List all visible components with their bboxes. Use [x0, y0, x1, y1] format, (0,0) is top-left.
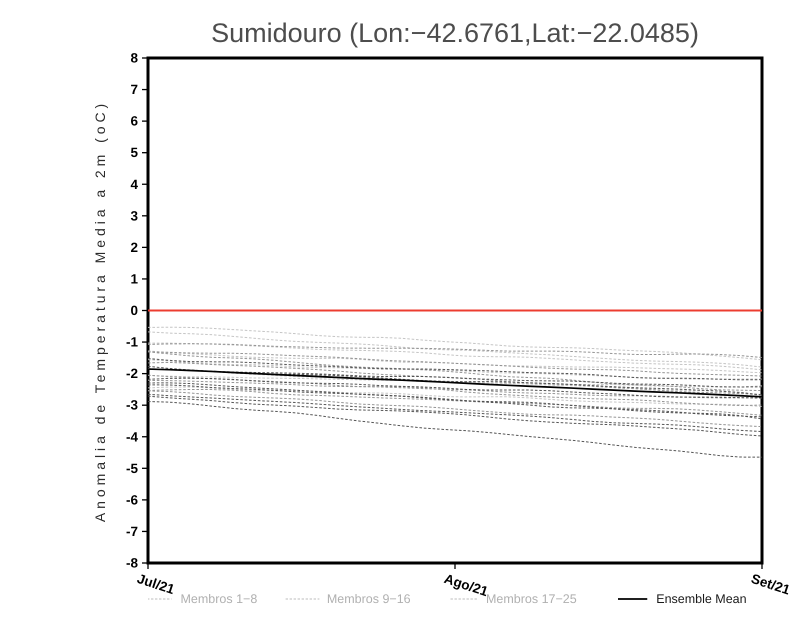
- svg-text:1: 1: [130, 271, 138, 286]
- svg-text:-7: -7: [126, 524, 138, 539]
- svg-text:Membros 17−25: Membros 17−25: [486, 592, 577, 606]
- svg-text:5: 5: [130, 145, 138, 160]
- svg-text:6: 6: [130, 114, 138, 129]
- svg-text:Membros 9−16: Membros 9−16: [327, 592, 411, 606]
- svg-text:-5: -5: [126, 461, 138, 476]
- svg-text:0: 0: [130, 303, 138, 318]
- svg-text:7: 7: [130, 82, 138, 97]
- svg-text:8: 8: [130, 51, 138, 66]
- svg-text:Ensemble Mean: Ensemble Mean: [656, 592, 746, 606]
- svg-text:-2: -2: [126, 366, 138, 381]
- svg-text:2: 2: [130, 240, 138, 255]
- svg-text:-6: -6: [126, 492, 138, 507]
- svg-text:-1: -1: [126, 335, 138, 350]
- svg-text:-4: -4: [126, 429, 138, 444]
- svg-text:-3: -3: [126, 398, 138, 413]
- svg-text:4: 4: [130, 177, 138, 192]
- svg-text:-8: -8: [126, 556, 138, 571]
- svg-text:3: 3: [130, 208, 138, 223]
- svg-text:Membros 1−8: Membros 1−8: [181, 592, 258, 606]
